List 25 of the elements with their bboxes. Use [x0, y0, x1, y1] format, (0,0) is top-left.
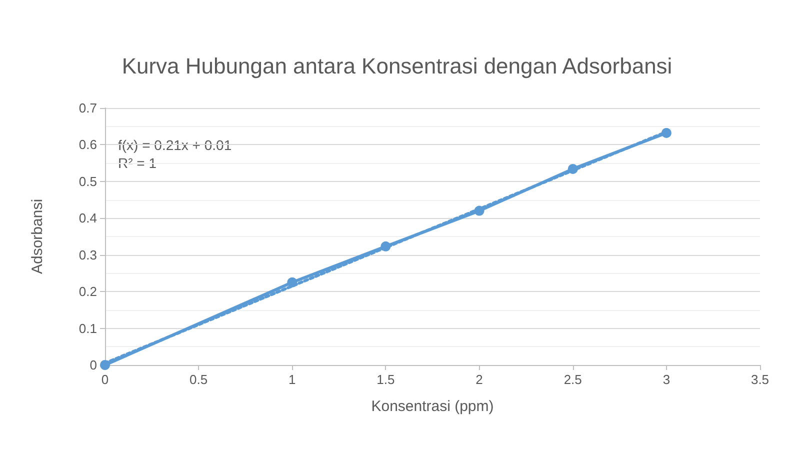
- x-tick-label: 3: [662, 372, 670, 387]
- y-tick-label: 0.2: [78, 284, 97, 300]
- x-tick-label: 1.5: [376, 372, 395, 387]
- y-tick-label: 0.6: [78, 137, 97, 152]
- y-axis-title: Adsorbansi: [29, 198, 46, 274]
- x-tick-label: 0.5: [190, 372, 208, 387]
- x-axis-title: Konsentrasi (ppm): [371, 398, 494, 415]
- y-tick-label: 0.1: [78, 320, 97, 336]
- x-tick-label: 0: [101, 372, 109, 387]
- y-tick-label: 0.3: [78, 247, 97, 262]
- y-tick-label: 0: [90, 358, 97, 372]
- x-tick-label: 2.5: [564, 372, 582, 387]
- point: [287, 277, 298, 288]
- point: [568, 164, 578, 174]
- chart-title: Kurva Hubungan antara Konsentrasi dengan Adsorbansi: [122, 54, 672, 78]
- x-tick-label: 3.5: [750, 372, 770, 387]
- point: [474, 206, 484, 216]
- point: [661, 128, 672, 138]
- point: [380, 241, 391, 252]
- x-tick-label: 1: [288, 372, 296, 387]
- y-tick-label: 0.4: [78, 210, 97, 226]
- y-tick-label: 0.7: [78, 100, 97, 116]
- y-tick-label: 0.5: [78, 174, 97, 189]
- x-tick-label: 2: [476, 372, 483, 387]
- point: [100, 360, 110, 370]
